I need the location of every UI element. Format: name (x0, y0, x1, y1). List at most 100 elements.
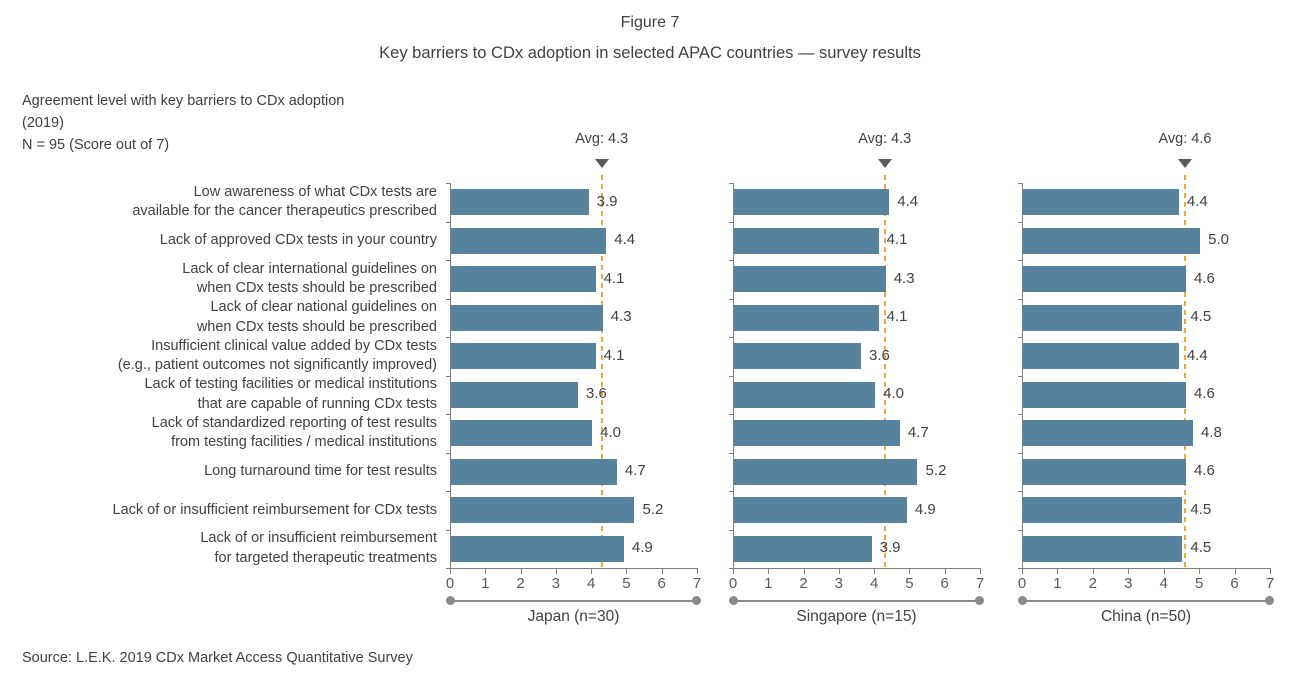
x-axis-tick-label: 3 (551, 575, 561, 592)
bar (451, 266, 596, 293)
y-axis-tick (446, 452, 450, 454)
x-axis-tick-label: 5 (905, 575, 914, 592)
x-axis-tick (733, 569, 734, 574)
y-axis (733, 183, 734, 568)
y-axis-tick (729, 414, 733, 415)
x-axis-tick (1234, 569, 1236, 574)
y-axis-tick (446, 414, 450, 415)
x-axis-tick-label: 3 (834, 575, 844, 592)
figure-label: Figure 7 (620, 14, 680, 31)
bar-value-label: 4.4 (897, 192, 919, 210)
category-label: Insufficient clinical value added by CDx… (12, 337, 437, 376)
category-label-line: when CDx tests should be prescribed (196, 318, 437, 335)
category-label-line: Lack of or insufficient reimbursement fo… (112, 501, 438, 518)
x-axis-tick-label: 0 (728, 575, 738, 592)
x-axis-tick (874, 569, 876, 574)
category-label-line: for targeted therapeutic treatments (214, 549, 437, 566)
bar-value-label: 4.4 (614, 231, 636, 249)
y-axis-tick (1018, 529, 1022, 531)
avg-marker-icon (1177, 159, 1192, 168)
x-axis-tick-label: 7 (975, 575, 985, 592)
axis-range-line (1022, 600, 1270, 602)
bar-value-label: 3.6 (586, 385, 607, 403)
bar (451, 535, 624, 562)
category-label-line: Lack of clear international guidelines o… (182, 260, 437, 277)
x-axis-tick-label: 1 (481, 575, 490, 592)
category-label-line: (e.g., patient outcomes not significantl… (117, 357, 437, 374)
category-label-line: Lack of testing facilities or medical in… (144, 376, 437, 393)
category-label-line: Lack of clear national guidelines on (210, 299, 437, 316)
subtitle-line-2: (2019) (22, 115, 64, 131)
bar (1023, 420, 1194, 447)
bar-value-label: 4.5 (1190, 539, 1212, 557)
bar-value-label: 4.0 (883, 385, 904, 403)
bar (1023, 189, 1179, 216)
category-label-line: from testing facilities / medical instit… (171, 434, 437, 451)
x-axis-tick-label: 6 (940, 575, 949, 592)
x-axis-tick (591, 569, 593, 574)
bar (451, 381, 579, 408)
bar (1023, 304, 1183, 331)
bar-value-label: 4.0 (600, 423, 621, 441)
avg-label: Avg: 4.6 (1158, 131, 1212, 147)
avg-dashed-line (883, 175, 886, 568)
y-axis (1022, 183, 1023, 568)
bar (451, 497, 635, 524)
x-axis-tick (1163, 569, 1165, 574)
bar (734, 227, 879, 254)
x-axis-tick (661, 569, 663, 574)
subtitle-line-1: Agreement level with key barriers to CDx… (22, 93, 345, 109)
y-axis-tick (1018, 260, 1022, 261)
x-axis-tick (520, 569, 522, 574)
axis-range-line (450, 600, 697, 602)
y-axis-tick (446, 491, 450, 492)
category-label: Lack of testing facilities or medical in… (12, 375, 437, 414)
bar (734, 343, 862, 370)
category-label-line: when CDx tests should be prescribed (196, 280, 437, 297)
category-label-line: Lack of or insufficient reimbursement (200, 530, 437, 547)
bar-value-label: 4.1 (603, 269, 625, 287)
y-axis-tick (446, 260, 450, 261)
bar-value-label: 4.5 (1190, 500, 1212, 518)
bar (1023, 266, 1186, 293)
x-axis-tick (909, 569, 911, 574)
x-axis-tick (485, 569, 487, 574)
bar-value-label: 4.5 (1190, 308, 1212, 326)
bar-value-label: 5.0 (1208, 231, 1229, 249)
bar (1023, 381, 1186, 408)
category-label-line: Insufficient clinical value added by CDx… (151, 337, 437, 354)
bar-value-label: 4.3 (610, 308, 632, 326)
x-axis-tick (803, 569, 805, 574)
chart-subtitle-block: Agreement level with key barriers to CDx… (22, 90, 344, 156)
category-label-line: that are capable of running CDx tests (197, 395, 437, 412)
x-axis-tick-label: 1 (764, 575, 773, 592)
y-axis-tick (446, 298, 450, 300)
y-axis-tick (729, 260, 733, 261)
bar (1023, 343, 1179, 370)
y-axis-tick (729, 183, 733, 184)
bar-value-label: 5.2 (925, 462, 947, 480)
axis-range-dot (692, 596, 701, 605)
bar (734, 420, 900, 447)
x-axis-tick-label: 6 (1230, 575, 1239, 592)
x-axis-tick-label: 0 (1017, 575, 1027, 592)
figure-title: Key barriers to CDx adoption in selected… (379, 44, 921, 62)
bar-value-label: 3.9 (596, 192, 618, 210)
x-axis-tick-label: 6 (657, 575, 666, 592)
x-axis-tick-label: 7 (692, 575, 702, 592)
bar (1023, 227, 1201, 254)
bar-value-label: 4.1 (886, 308, 908, 326)
category-label-line: Lack of approved CDx tests in your count… (159, 232, 437, 248)
bar (734, 535, 872, 562)
bar-value-label: 4.6 (1193, 269, 1215, 287)
x-axis-tick-label: 2 (799, 575, 808, 592)
bar (734, 497, 907, 524)
avg-dashed-line (600, 175, 603, 568)
bar (451, 420, 593, 447)
y-axis-tick (729, 221, 733, 223)
x-axis-tick-label: 4 (1159, 575, 1168, 592)
sample-note: N = 95 (Score out of 7) (22, 137, 170, 153)
y-axis-tick (729, 375, 733, 377)
y-axis-tick (1018, 568, 1022, 569)
